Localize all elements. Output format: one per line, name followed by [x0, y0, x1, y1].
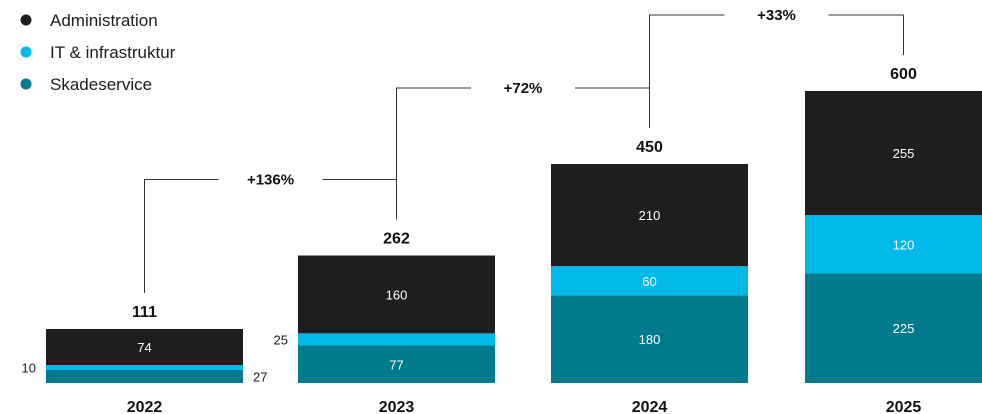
- bar-segment-skadeservice-2025: [805, 273, 982, 383]
- bar-segment-it-infrastruktur-2023: [298, 333, 495, 346]
- legend-label-1: IT & infrastruktur: [50, 43, 176, 62]
- segment-value-label-2-2023: 160: [386, 287, 408, 302]
- x-tick-label-2023: 2023: [379, 399, 415, 414]
- growth-label-0: +136%: [247, 171, 294, 188]
- x-tick-label-2024: 2024: [632, 399, 668, 414]
- x-tick-label-2025: 2025: [886, 399, 922, 414]
- legend-label-0: Administration: [50, 11, 158, 30]
- segment-value-label-0-2025: 225: [893, 321, 915, 336]
- segment-value-label-0-2023: 77: [389, 357, 403, 372]
- growth-label-1: +72%: [504, 80, 543, 97]
- segment-value-label-1-2023: 25: [274, 332, 288, 347]
- segment-value-label-2-2025: 255: [893, 146, 915, 161]
- segment-value-label-2-2024: 210: [639, 208, 661, 223]
- legend-marker-2: [20, 78, 32, 90]
- growth-connector-left-1: [396, 87, 471, 220]
- bar-total-label-2024: 450: [636, 139, 663, 156]
- bar-segment-administration-2022: [46, 328, 243, 365]
- segment-value-label-1-2024: 60: [642, 274, 656, 289]
- legend-marker-0: [20, 14, 32, 26]
- bar-total-label-2025: 600: [890, 66, 917, 83]
- growth-label-2: +33%: [757, 7, 796, 24]
- growth-connector-right-2: [828, 14, 904, 55]
- bar-segment-skadeservice-2024: [551, 295, 748, 383]
- bar-segment-administration-2025: [805, 90, 982, 216]
- segment-value-label-1-2022: 10: [22, 360, 36, 375]
- bar-segment-it-infrastruktur-2024: [551, 266, 748, 296]
- growth-connector-left-2: [649, 14, 725, 128]
- bar-segment-administration-2024: [551, 163, 748, 267]
- growth-connector-right-1: [575, 87, 650, 128]
- x-tick-label-2022: 2022: [127, 399, 163, 414]
- segment-value-label-2-2022: 74: [137, 340, 151, 355]
- bar-total-label-2022: 111: [132, 304, 157, 321]
- growth-connector-right-0: [322, 178, 397, 220]
- bar-segment-skadeservice-2022: [46, 369, 243, 383]
- bar-segment-it-infrastruktur-2025: [805, 215, 982, 274]
- bar-segment-skadeservice-2023: [298, 345, 495, 383]
- growth-connector-left-0: [144, 178, 219, 293]
- legend-marker-1: [20, 46, 32, 58]
- bar-segment-it-infrastruktur-2022: [46, 364, 243, 370]
- segment-value-label-0-2024: 180: [639, 332, 661, 347]
- bar-segment-administration-2023: [298, 255, 495, 334]
- legend-label-2: Skadeservice: [50, 75, 152, 94]
- segment-value-label-1-2025: 120: [893, 237, 915, 252]
- segment-value-label-0-2022: 27: [253, 369, 267, 384]
- bar-total-label-2023: 262: [383, 230, 410, 247]
